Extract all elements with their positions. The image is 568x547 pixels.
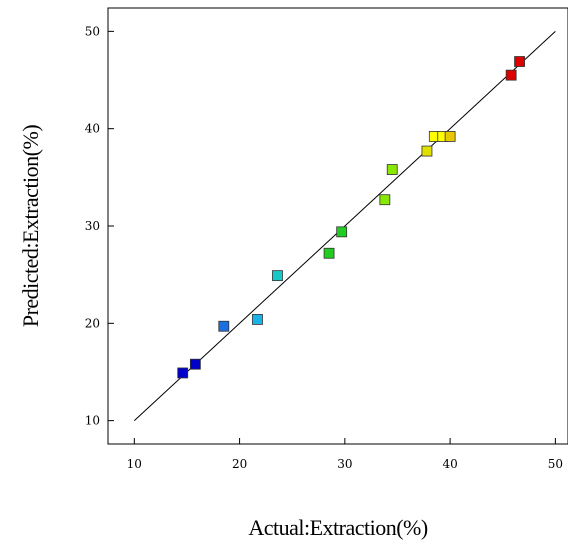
x-tick-label: 10 [127, 457, 142, 471]
data-point [252, 314, 263, 325]
x-tick-label: 40 [442, 457, 457, 471]
y-tick-label: 50 [85, 24, 100, 38]
data-point [444, 131, 456, 142]
x-tick-label: 30 [337, 457, 352, 471]
y-tick-label: 20 [85, 316, 100, 330]
y-tick-label: 30 [85, 219, 100, 233]
x-tick-label: 20 [232, 457, 247, 471]
y-tick-label: 40 [85, 122, 100, 136]
y-axis-title: Predicted:Extraction(%) [18, 125, 43, 327]
data-points [177, 56, 525, 379]
data-point [514, 56, 525, 67]
data-point [379, 194, 391, 206]
data-point [323, 247, 335, 259]
data-point [218, 320, 230, 332]
data-point [421, 145, 433, 157]
axis-ticks: 10 20 30 40 50 10 20 30 40 50 [85, 24, 563, 471]
plot-area-frame [107, 7, 568, 445]
x-tick-label: 50 [548, 457, 563, 471]
data-point [505, 69, 517, 81]
data-point [177, 367, 189, 379]
data-point [336, 226, 348, 238]
data-point [386, 164, 398, 175]
data-point [272, 270, 283, 282]
data-point [189, 358, 201, 370]
x-axis-title: Actual:Extraction(%) [248, 515, 428, 540]
reference-line [133, 30, 556, 422]
y-tick-label: 10 [85, 414, 100, 428]
